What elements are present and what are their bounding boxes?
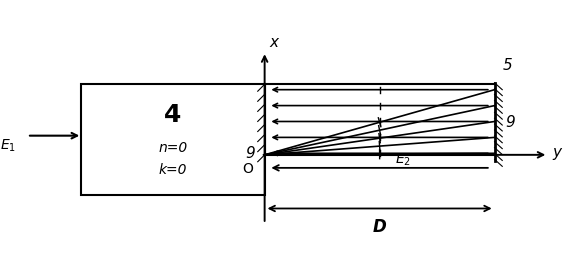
Text: n=0: n=0 — [158, 141, 187, 155]
Text: $E_2$: $E_2$ — [394, 151, 410, 168]
Text: 4: 4 — [164, 103, 181, 127]
Text: k=0: k=0 — [158, 163, 187, 177]
Text: 9: 9 — [505, 115, 515, 130]
Text: O: O — [242, 162, 253, 177]
Bar — [81, 84, 265, 195]
Text: 5: 5 — [502, 58, 512, 73]
Text: $E_1$: $E_1$ — [0, 138, 15, 154]
Text: 9: 9 — [246, 146, 255, 161]
Text: y: y — [552, 145, 561, 160]
Text: D: D — [373, 218, 386, 236]
Text: x: x — [269, 35, 278, 50]
